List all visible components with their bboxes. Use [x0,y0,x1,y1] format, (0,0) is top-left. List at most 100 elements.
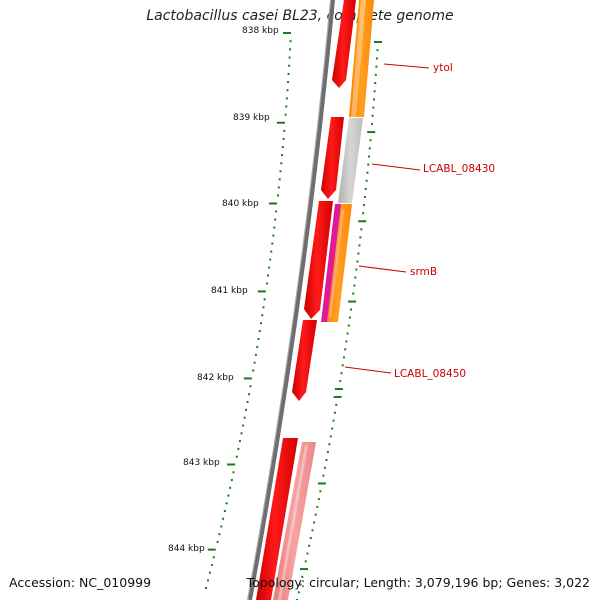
scale-tick [227,494,230,497]
scale-tick [304,560,307,563]
scale-tick [242,424,245,427]
scale-tick [253,361,256,364]
scale-tick [286,89,289,92]
scale-tick [261,314,264,317]
scale-tick [358,244,361,247]
scale-tick [257,338,260,341]
scale-tick [254,353,257,356]
scale-tick [276,121,285,124]
scale-tick [340,372,343,375]
scale-tick [353,284,356,287]
scale-tick [348,300,357,303]
gene-block-LCABL_08430[interactable] [338,118,363,203]
gene-label-srmB[interactable]: srmB [410,266,437,278]
scale-tick [283,129,286,132]
scale-tick [207,548,216,551]
scale-tick [274,218,277,221]
scale-tick [357,252,360,255]
scale-tick [287,72,290,75]
scale-tick [288,56,291,59]
scale-tick [313,521,316,524]
scale-tick [216,540,219,543]
gene-block-ytoI[interactable] [349,0,374,117]
scale-tick [249,385,252,388]
scale-tick [289,48,292,51]
scale-tick [364,187,367,190]
scale-tick [270,250,273,253]
scale-tick [317,482,326,485]
scale-tick [348,316,351,319]
gene-track [273,0,374,600]
scale-tick [235,455,238,458]
scale-tick [268,266,271,269]
gene-label-ytoI[interactable]: ytoI [433,62,453,74]
scale-tick [282,137,285,140]
scale-tick [333,395,342,398]
scale-tick [232,471,235,474]
scale-tick [374,73,377,76]
scale-tick [283,32,291,34]
cds-arrow[interactable] [292,320,317,401]
cds-arrow[interactable] [256,438,298,600]
scale-tick [359,236,362,239]
scale-tick [339,380,342,383]
scale-tick [368,147,371,150]
scale-tick [367,163,370,166]
scale-tick [344,348,347,351]
scale-tick [229,486,232,489]
scale-tick [375,57,378,60]
gene-labels: ytoI LCABL_08430 srmB LCABL_08450 [344,62,495,380]
scale-tick [243,377,252,380]
gene-label-LCABL_08430[interactable]: LCABL_08430 [423,163,495,175]
scale-tick [225,502,228,505]
scale-tick [360,228,363,231]
scale-tick [325,458,328,461]
cds-arrow[interactable] [304,201,333,319]
scale-tick [263,298,266,301]
scale-tick [346,332,349,335]
scale-label: 839 kbp [233,113,270,123]
scale-tick [354,276,357,279]
scale-tick [245,408,248,411]
gene-block-pink[interactable] [273,442,316,600]
scale-tick [332,419,335,422]
scale-tick [331,427,334,430]
scale-tick [363,196,366,199]
scale-tick [328,443,331,446]
scale-tick [334,388,343,391]
scale-tick [326,451,329,454]
cds-track [256,0,356,600]
gene-block-srmB-magenta[interactable] [321,204,341,322]
scale-tick [257,290,266,293]
scale-tick [341,364,344,367]
genome-backbone [248,0,335,600]
scale-tick [316,505,319,508]
leader-line [371,163,421,171]
scale-tick [372,98,375,101]
scale-tick [319,490,322,493]
scale-tick [376,49,379,52]
gene-block-srmB-orange[interactable] [324,204,352,322]
scale-tick [237,447,240,450]
scale-tick [347,324,350,327]
scale-tick [247,393,250,396]
scale-tick [365,179,368,182]
scale-tick [206,579,209,582]
scale-tick [374,41,382,43]
scale-tick [370,122,373,125]
scale-tick [271,242,274,245]
scale-tick [300,568,309,571]
scale-tick [284,113,287,116]
scale-tick [333,411,336,414]
scale-tick [373,90,376,93]
scale-tick [227,463,236,466]
topology-text: Topology: circular; Length: 3,079,196 bp… [246,575,590,590]
scale-tick [223,510,226,513]
scale-tick [329,435,332,438]
cds-arrow[interactable] [321,117,344,199]
scale-tick [356,260,359,263]
scale-label: 844 kbp [168,544,205,554]
gene-label-LCABL_08450[interactable]: LCABL_08450 [394,368,466,380]
cds-arrow[interactable] [332,0,356,88]
scale-tick [323,466,326,469]
